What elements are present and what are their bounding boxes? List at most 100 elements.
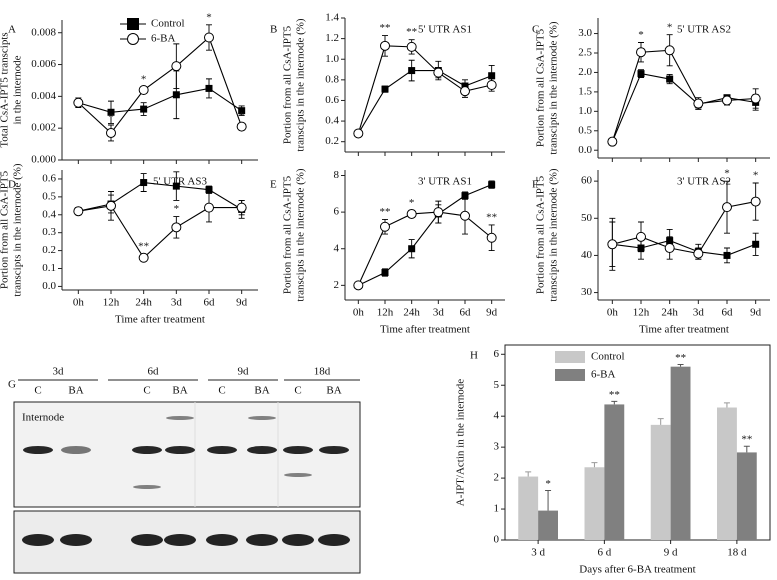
significance: ** (380, 22, 391, 34)
y-tick-label: 0.2 (42, 244, 56, 256)
blot (13, 401, 361, 574)
x-tick-label: 24h (403, 307, 420, 319)
y-tick-label: 4 (494, 410, 500, 422)
y-tick-label: 1.0 (325, 53, 339, 65)
x-axis-label: Time after treatment (115, 314, 205, 326)
y-tick-label: 1 (494, 503, 500, 515)
band (61, 446, 91, 454)
marker (637, 70, 645, 78)
y-axis-label: Total CsA-IPT5 transcipts (0, 32, 11, 147)
band (60, 534, 92, 546)
panel-label: D (8, 179, 16, 191)
x-tick-label: 6d (204, 297, 216, 309)
time-label: 6d (148, 366, 160, 378)
marker (106, 127, 116, 138)
lane-label: C (218, 385, 225, 397)
bar (717, 407, 737, 540)
x-tick-label: 3d (171, 297, 183, 309)
x-tick-label: 6d (722, 307, 734, 319)
error-bar (545, 489, 552, 511)
y-tick-label: 0.4 (325, 115, 339, 127)
marker (380, 221, 390, 232)
y-tick-label: 0.0 (42, 280, 56, 292)
marker (205, 186, 213, 194)
marker (171, 61, 182, 72)
y-tick-label: 0.5 (578, 124, 592, 136)
x-tick-label: 9 d (664, 547, 678, 559)
y-tick-label: 8 (334, 169, 340, 181)
significance: ** (138, 241, 149, 253)
marker (107, 108, 115, 116)
y-tick-label: 0.008 (31, 26, 56, 38)
band (164, 534, 196, 546)
marker (750, 196, 761, 207)
band (165, 446, 195, 454)
series-line (78, 181, 242, 212)
significance: * (206, 11, 212, 23)
lane-label: C (143, 385, 150, 397)
panel-title: 3' UTR AS2 (677, 176, 731, 188)
marker (488, 72, 496, 80)
y-tick-label: 0 (494, 534, 500, 546)
marker (204, 32, 214, 43)
legend-marker (127, 18, 139, 30)
significance: ** (486, 211, 497, 223)
marker (664, 45, 675, 56)
significance: * (108, 112, 114, 124)
significance: * (239, 110, 245, 122)
band (283, 446, 313, 454)
legend-swatch (555, 369, 585, 381)
legend-label: 6-BA (591, 369, 616, 381)
band (282, 534, 314, 546)
y-tick-label: 1.5 (578, 85, 592, 97)
y-tick-label: 2.0 (578, 66, 592, 78)
marker (460, 86, 470, 97)
band (23, 446, 53, 454)
significance: * (667, 21, 673, 33)
marker (204, 202, 214, 213)
marker (488, 181, 496, 189)
y-axis-label: A-IPT/Actin in the internode (455, 379, 467, 507)
panel-label: C (532, 24, 539, 36)
panel-label: H (470, 350, 478, 362)
y-axis-label: Portion from all CsA-IPT5 (0, 170, 11, 289)
band (246, 534, 278, 546)
significance: * (724, 168, 730, 180)
marker (636, 47, 646, 58)
marker (381, 85, 389, 93)
y-tick-label: 1.0 (578, 105, 592, 117)
y-axis-label: transcipts in the internode (%) (295, 18, 307, 152)
panel-title: 5' UTR AS2 (677, 24, 731, 36)
y-tick-label: 0.0 (578, 144, 592, 156)
band (207, 446, 237, 454)
lane-label: BA (172, 385, 187, 397)
lane-label: BA (254, 385, 269, 397)
x-tick-label: 3d (693, 307, 705, 319)
marker (461, 192, 469, 200)
tissue-label: Internode (22, 412, 64, 424)
band (131, 534, 163, 546)
bar (538, 510, 558, 540)
marker (636, 231, 646, 242)
y-tick-label: 0.6 (325, 94, 339, 106)
series-line (77, 36, 243, 134)
marker (171, 222, 182, 233)
marker (106, 200, 116, 211)
x-axis-label: Time after treatment (380, 324, 470, 336)
band (132, 446, 162, 454)
y-axis-label: Portion from all CsA-IPT5 (535, 175, 547, 294)
series-line (78, 87, 242, 113)
y-axis-label: transcipts in the internode (%) (12, 163, 24, 297)
y-axis-label: transcipts in the internode (%) (548, 21, 560, 155)
x-axis-label: Time after treatment (639, 324, 729, 336)
marker (486, 232, 497, 243)
series-line (78, 205, 242, 259)
y-tick-label: 2.5 (578, 47, 592, 59)
y-tick-label: 0.000 (31, 154, 56, 166)
x-tick-label: 12h (103, 297, 120, 309)
band (22, 534, 54, 546)
x-tick-label: 9d (236, 297, 248, 309)
legend-swatch (555, 351, 585, 363)
legend-label: Control (151, 18, 185, 30)
